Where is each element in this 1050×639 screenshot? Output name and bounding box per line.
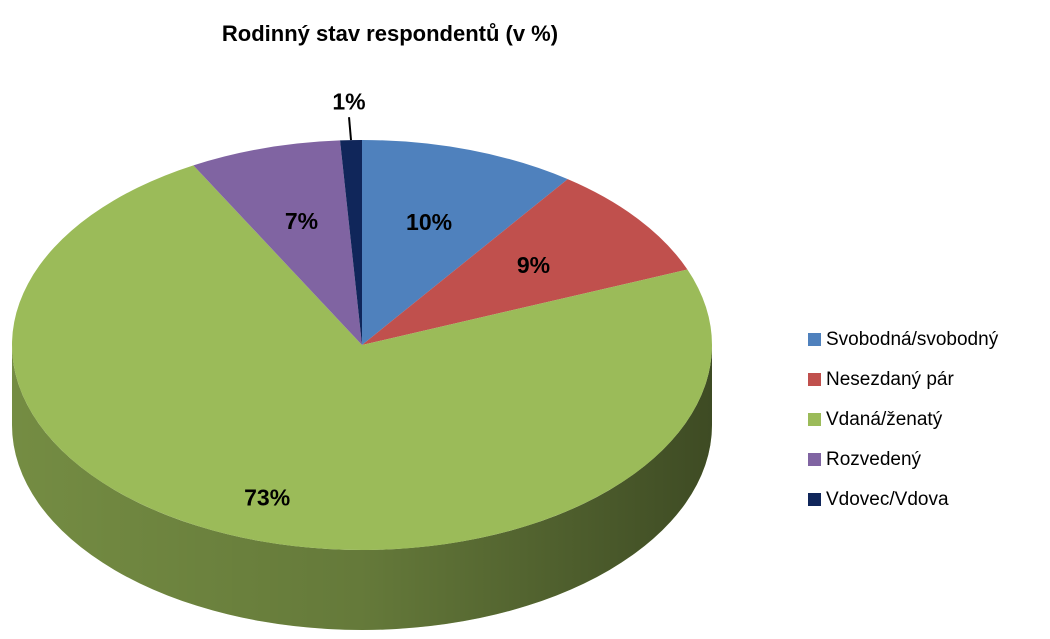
pie-slice <box>193 140 362 345</box>
legend-swatch <box>808 373 821 386</box>
pie-slice <box>340 140 362 345</box>
data-label: 9% <box>517 252 550 278</box>
pie-side-shade <box>12 345 712 630</box>
chart-title: Rodinný stav respondentů (v %) <box>222 21 558 46</box>
data-label: 73% <box>244 484 290 510</box>
legend-swatch <box>808 413 821 426</box>
pie-slice <box>362 179 688 345</box>
data-label: 10% <box>406 209 452 235</box>
pie-slice <box>11 165 712 551</box>
legend-label: Nesezdaný pár <box>826 369 954 390</box>
legend-label: Vdovec/Vdova <box>826 489 949 510</box>
pie-slice <box>362 140 568 345</box>
legend-label: Vdaná/ženatý <box>826 409 943 430</box>
data-label: 7% <box>285 208 318 234</box>
leader-line <box>348 117 353 141</box>
legend-label: Rozvedený <box>826 449 922 470</box>
legend-swatch <box>808 333 821 346</box>
legend-swatch <box>808 493 821 506</box>
legend-swatch <box>808 453 821 466</box>
legend-label: Svobodná/svobodný <box>826 329 999 350</box>
data-label: 1% <box>332 88 365 114</box>
